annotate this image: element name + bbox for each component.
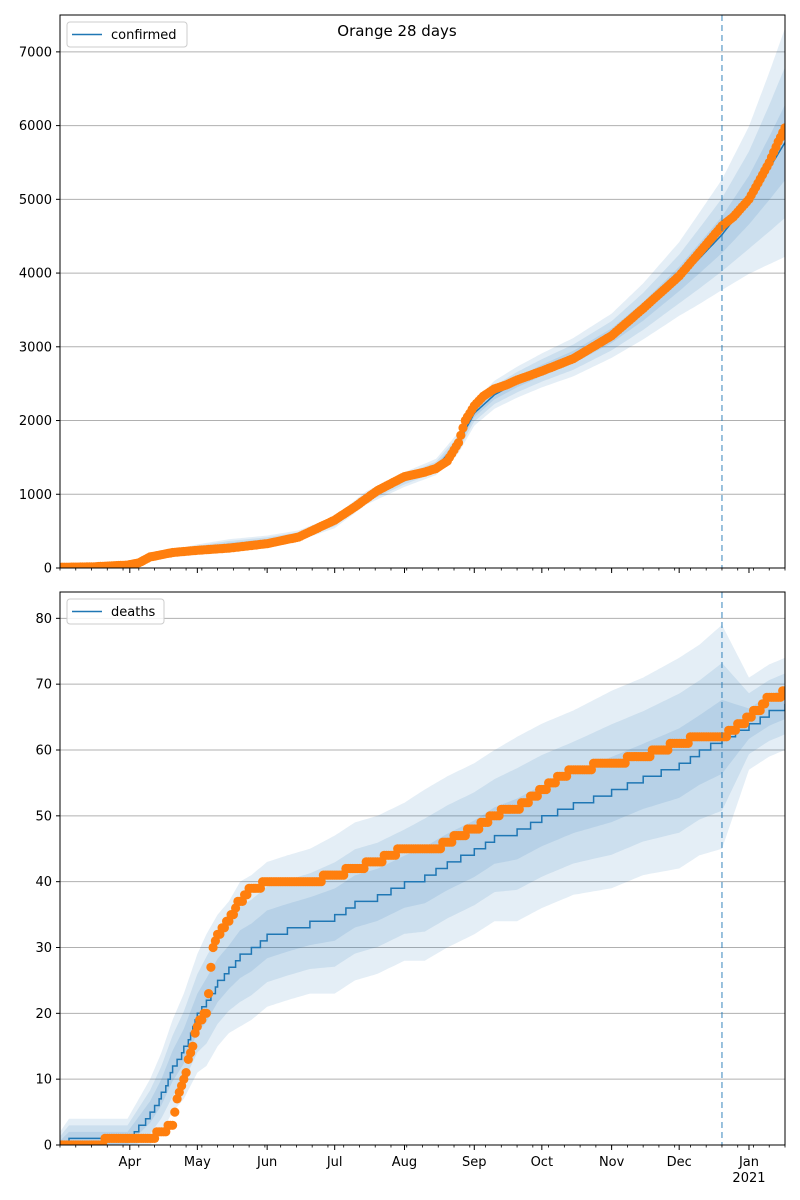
observed-point: [170, 1107, 180, 1117]
uncertainty-band-1: [60, 624, 785, 1145]
axes-frame: [59, 14, 786, 569]
x-tick-label: Jun: [256, 1155, 277, 1170]
uncertainty-band-1: [60, 28, 785, 568]
y-tick-label: 5000: [19, 193, 52, 208]
x-tick-label: Nov: [599, 1155, 625, 1170]
observed-point: [201, 1008, 211, 1018]
y-tick-label: 6000: [19, 119, 52, 134]
figure-title: Orange 28 days: [337, 22, 457, 40]
x-tick-label: Jul: [326, 1155, 343, 1170]
deaths-line: [60, 703, 785, 1145]
y-tick-label: 60: [35, 744, 52, 759]
observed-point: [206, 962, 216, 972]
legend-label: deaths: [111, 605, 156, 620]
legend: confirmed: [66, 21, 188, 48]
x-tick-label: Sep: [462, 1155, 487, 1170]
y-tick-label: 80: [35, 612, 52, 627]
legend-box: [66, 21, 188, 48]
confirmed-line: [60, 142, 785, 568]
x-tick-label: Oct: [531, 1155, 553, 1170]
y-tick-label: 40: [35, 875, 52, 890]
y-tick-label: 0: [44, 1139, 52, 1154]
y-tick-label: 0: [44, 562, 52, 577]
uncertainty-band-2: [60, 663, 785, 1145]
axes-frame: [59, 591, 786, 1146]
observed-point: [181, 1068, 191, 1078]
legend-box: [66, 598, 165, 625]
x-tick-label: May: [184, 1155, 211, 1170]
observed-point: [188, 1041, 198, 1051]
observed-point: [204, 989, 214, 999]
observed-point: [458, 423, 468, 433]
x-tick-label: Apr: [119, 1155, 142, 1170]
y-tick-label: 50: [35, 809, 52, 824]
uncertainty-band-2: [60, 67, 785, 568]
y-tick-label: 10: [35, 1073, 52, 1088]
legend: deaths: [66, 598, 165, 625]
y-tick-label: 2000: [19, 414, 52, 429]
plot-area: [60, 624, 785, 1145]
y-tick-label: 20: [35, 1007, 52, 1022]
y-tick-label: 70: [35, 678, 52, 693]
observed-point: [780, 686, 785, 696]
legend-label: confirmed: [111, 28, 177, 43]
observed-point: [456, 430, 466, 440]
observed-point: [780, 123, 785, 133]
y-tick-label: 7000: [19, 45, 52, 60]
deaths-panel: 0 10 20 30 40 50 60 70 80 Apr May Jun Jul Aug Sep Oct No…: [35, 591, 786, 1186]
x-tick-label: Dec: [667, 1155, 692, 1170]
plot-area: [60, 28, 785, 568]
observed-point: [453, 438, 464, 448]
y-tick-label: 4000: [19, 267, 52, 282]
uncertainty-band-3: [60, 688, 785, 1145]
y-tick-label: 30: [35, 941, 52, 956]
x-tick-label: Jan: [738, 1155, 759, 1170]
y-tick-label: 1000: [19, 488, 52, 503]
observed-point: [168, 1120, 178, 1130]
x-tick-label: Aug: [392, 1155, 417, 1170]
y-tick-label: 3000: [19, 340, 52, 355]
uncertainty-band-3: [60, 104, 785, 568]
confirmed-panel: 0 1000 2000 3000 4000 5000 6000 7000 confirmed: [19, 14, 786, 577]
x-tick-sublabel: 2021: [732, 1171, 765, 1186]
